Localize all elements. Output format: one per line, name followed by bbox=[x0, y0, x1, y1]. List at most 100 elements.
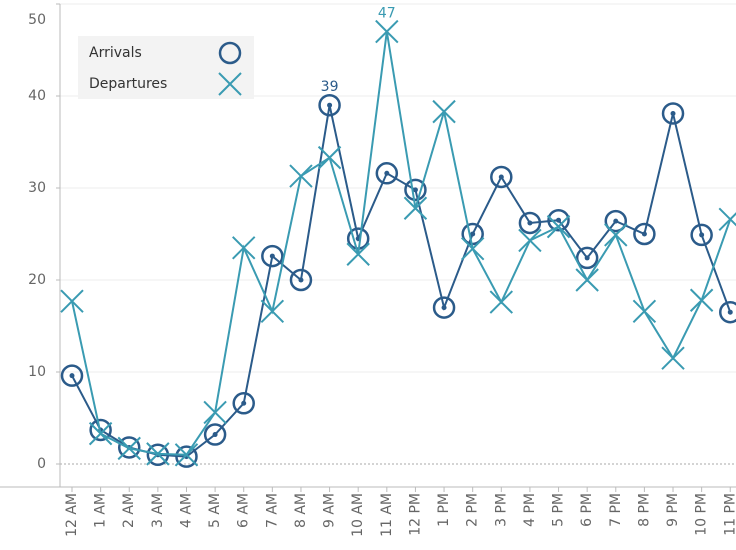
marker bbox=[89, 418, 112, 442]
marker bbox=[718, 207, 736, 231]
marker bbox=[174, 443, 199, 467]
marker bbox=[232, 392, 255, 415]
x-tick-label: 4 PM bbox=[522, 493, 538, 527]
marker-dot bbox=[641, 231, 647, 237]
series-line bbox=[71, 31, 732, 456]
marker bbox=[518, 228, 542, 253]
x-tick-label: 1 AM bbox=[93, 493, 109, 528]
x-tick-label: 7 PM bbox=[608, 493, 624, 527]
marker bbox=[375, 19, 399, 44]
y-tick-label: 40 bbox=[28, 88, 46, 104]
marker bbox=[490, 165, 513, 189]
marker-dot bbox=[441, 305, 447, 311]
marker bbox=[318, 93, 341, 117]
x-tick-label: 11 AM bbox=[379, 493, 395, 537]
x-tick-label: 2 AM bbox=[121, 493, 137, 528]
marker bbox=[575, 268, 599, 292]
data-label: 47 bbox=[378, 6, 396, 22]
x-tick-label: 1 PM bbox=[436, 493, 452, 527]
x-tick-label: 12 PM bbox=[407, 493, 423, 536]
marker-dot bbox=[613, 218, 619, 224]
marker bbox=[232, 236, 256, 260]
marker bbox=[604, 223, 628, 247]
marker bbox=[633, 222, 656, 246]
series-line bbox=[71, 104, 732, 458]
x-tick-label: 10 AM bbox=[350, 493, 366, 537]
x-tick-label: 4 AM bbox=[178, 493, 194, 528]
x-tick-label: 10 PM bbox=[694, 493, 710, 536]
marker bbox=[604, 209, 628, 233]
marker bbox=[489, 290, 514, 314]
y-tick-label: 0 bbox=[37, 456, 46, 472]
marker bbox=[260, 299, 285, 323]
x-tick-label: 11 PM bbox=[722, 493, 736, 536]
marker bbox=[661, 102, 685, 125]
marker-dot bbox=[327, 102, 333, 108]
marker bbox=[432, 99, 456, 124]
x-tick-label: 8 PM bbox=[636, 493, 652, 527]
data-label: 39 bbox=[321, 79, 339, 95]
marker bbox=[117, 436, 141, 461]
marker bbox=[547, 208, 570, 232]
plot-area bbox=[60, 19, 736, 468]
x-tick-label: 12 AM bbox=[64, 493, 80, 537]
marker bbox=[546, 214, 571, 239]
marker bbox=[60, 289, 84, 313]
marker bbox=[261, 244, 284, 268]
marker bbox=[690, 223, 713, 247]
marker-dot bbox=[670, 110, 676, 116]
x-tick-label: 5 PM bbox=[551, 493, 567, 527]
marker bbox=[203, 400, 227, 425]
marker bbox=[460, 237, 485, 261]
marker bbox=[375, 162, 399, 185]
x-tick-label: 6 PM bbox=[579, 493, 595, 527]
marker bbox=[346, 242, 370, 266]
marker bbox=[404, 178, 427, 202]
marker-dot bbox=[298, 277, 304, 283]
x-tick-label: 9 PM bbox=[665, 493, 681, 527]
marker-dot bbox=[556, 217, 562, 223]
marker-dot bbox=[69, 373, 75, 379]
marker bbox=[146, 442, 170, 466]
marker bbox=[203, 423, 227, 446]
marker-dot bbox=[241, 400, 247, 406]
marker bbox=[289, 164, 313, 188]
marker-dot bbox=[412, 187, 418, 193]
marker-dot bbox=[527, 220, 533, 226]
marker bbox=[117, 436, 141, 459]
marker-dot bbox=[584, 255, 590, 261]
y-tick-label: 30 bbox=[28, 180, 46, 196]
marker bbox=[175, 445, 198, 468]
marker bbox=[289, 268, 313, 292]
marker bbox=[432, 296, 456, 319]
x-tick-label: 2 PM bbox=[465, 493, 481, 527]
legend-marker bbox=[218, 41, 242, 65]
marker-dot bbox=[384, 170, 390, 176]
x-tick-label: 6 AM bbox=[236, 493, 252, 528]
legend-marker bbox=[218, 72, 242, 96]
x-tick-label: 3 PM bbox=[493, 493, 509, 527]
marker-dot bbox=[498, 174, 504, 180]
marker-dot bbox=[699, 232, 705, 238]
x-tick-label: 9 AM bbox=[322, 493, 338, 528]
marker bbox=[88, 421, 113, 446]
marker bbox=[632, 299, 657, 323]
marker bbox=[661, 346, 685, 370]
marker bbox=[689, 288, 714, 312]
marker-dot bbox=[269, 253, 275, 259]
marker bbox=[518, 211, 542, 235]
legend-label: Departures bbox=[89, 76, 167, 92]
marker bbox=[60, 364, 84, 387]
marker-dot bbox=[212, 432, 218, 438]
x-tick-label: 5 AM bbox=[207, 493, 223, 528]
marker bbox=[403, 196, 428, 220]
x-tick-label: 3 AM bbox=[150, 493, 166, 528]
y-tick-label: 20 bbox=[28, 272, 46, 288]
x-tick-label: 8 AM bbox=[293, 493, 309, 528]
marker-dot bbox=[727, 309, 733, 315]
marker bbox=[317, 145, 342, 170]
marker bbox=[575, 246, 599, 270]
y-tick-label: 10 bbox=[28, 364, 46, 380]
y-tick-label: 50 bbox=[28, 12, 46, 28]
